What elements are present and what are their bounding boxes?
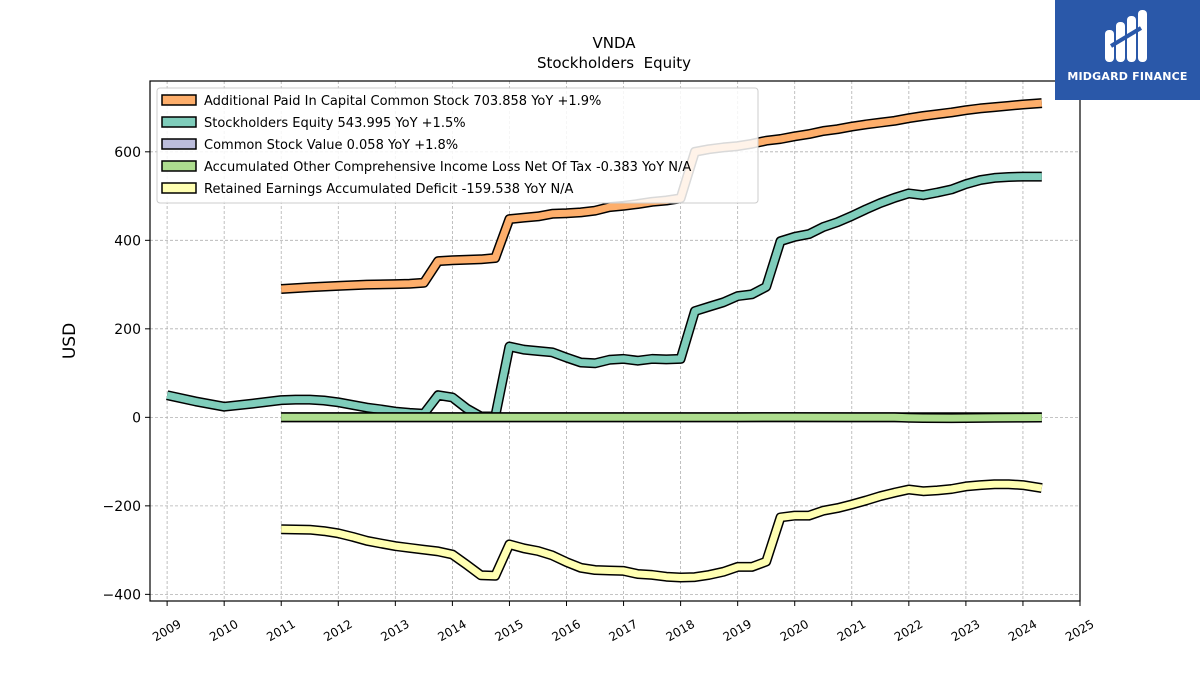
legend: Additional Paid In Capital Common Stock … [156,87,759,204]
y-tick-label: −200 [103,499,141,515]
x-tick-label: 2018 [664,617,697,644]
chart-subtitle: Stockholders Equity [537,54,691,72]
y-tick-label: 600 [114,145,141,161]
y-tick-label: 0 [132,410,141,426]
brand-logo: MIDGARD FINANCE [1055,0,1200,100]
legend-swatch [161,182,197,194]
x-tick-label: 2021 [835,617,868,644]
x-tick-label: 2017 [607,617,640,644]
legend-label: Accumulated Other Comprehensive Income L… [204,160,691,175]
legend-swatch [161,116,197,128]
x-tick-label: 2025 [1063,617,1096,644]
x-tick-label: 2013 [378,617,411,644]
legend-label: Additional Paid In Capital Common Stock … [204,94,601,109]
x-tick-label: 2010 [207,617,240,644]
series-layer [166,98,1043,583]
series-line-4 [281,480,1043,581]
legend-swatch [161,94,197,106]
midgard-logo-icon [1105,10,1147,62]
y-tick-label: −400 [103,587,141,603]
x-tick-label: 2011 [264,617,297,644]
legend-label: Common Stock Value 0.058 YoY +1.8% [204,138,458,153]
x-tick-label: 2016 [550,617,583,644]
plot-frame [149,80,1081,602]
brand-name: MIDGARD FINANCE [1067,70,1188,83]
x-tick-label: 2020 [778,617,811,644]
legend-swatch [161,160,197,172]
y-tick-label: 400 [114,233,141,249]
series-line-3 [281,413,1042,422]
x-tick-label: 2009 [150,617,183,644]
chart-title: VNDA [592,34,636,52]
x-tick-label: 2023 [949,617,982,644]
legend-box [156,87,759,204]
x-tick-label: 2024 [1006,617,1039,644]
legend-label: Retained Earnings Accumulated Deficit -1… [204,182,574,197]
x-tick-label: 2022 [892,617,925,644]
x-tick-label: 2014 [435,617,468,644]
x-tick-label: 2012 [321,617,354,644]
legend-label: Stockholders Equity 543.995 YoY +1.5% [204,116,466,131]
legend-swatch [161,138,197,150]
series-line-1 [166,173,1042,420]
x-tick-label: 2015 [492,617,525,644]
y-axis-label: USD [60,323,80,359]
x-tick-label: 2019 [721,617,754,644]
y-tick-label: 200 [114,322,141,338]
